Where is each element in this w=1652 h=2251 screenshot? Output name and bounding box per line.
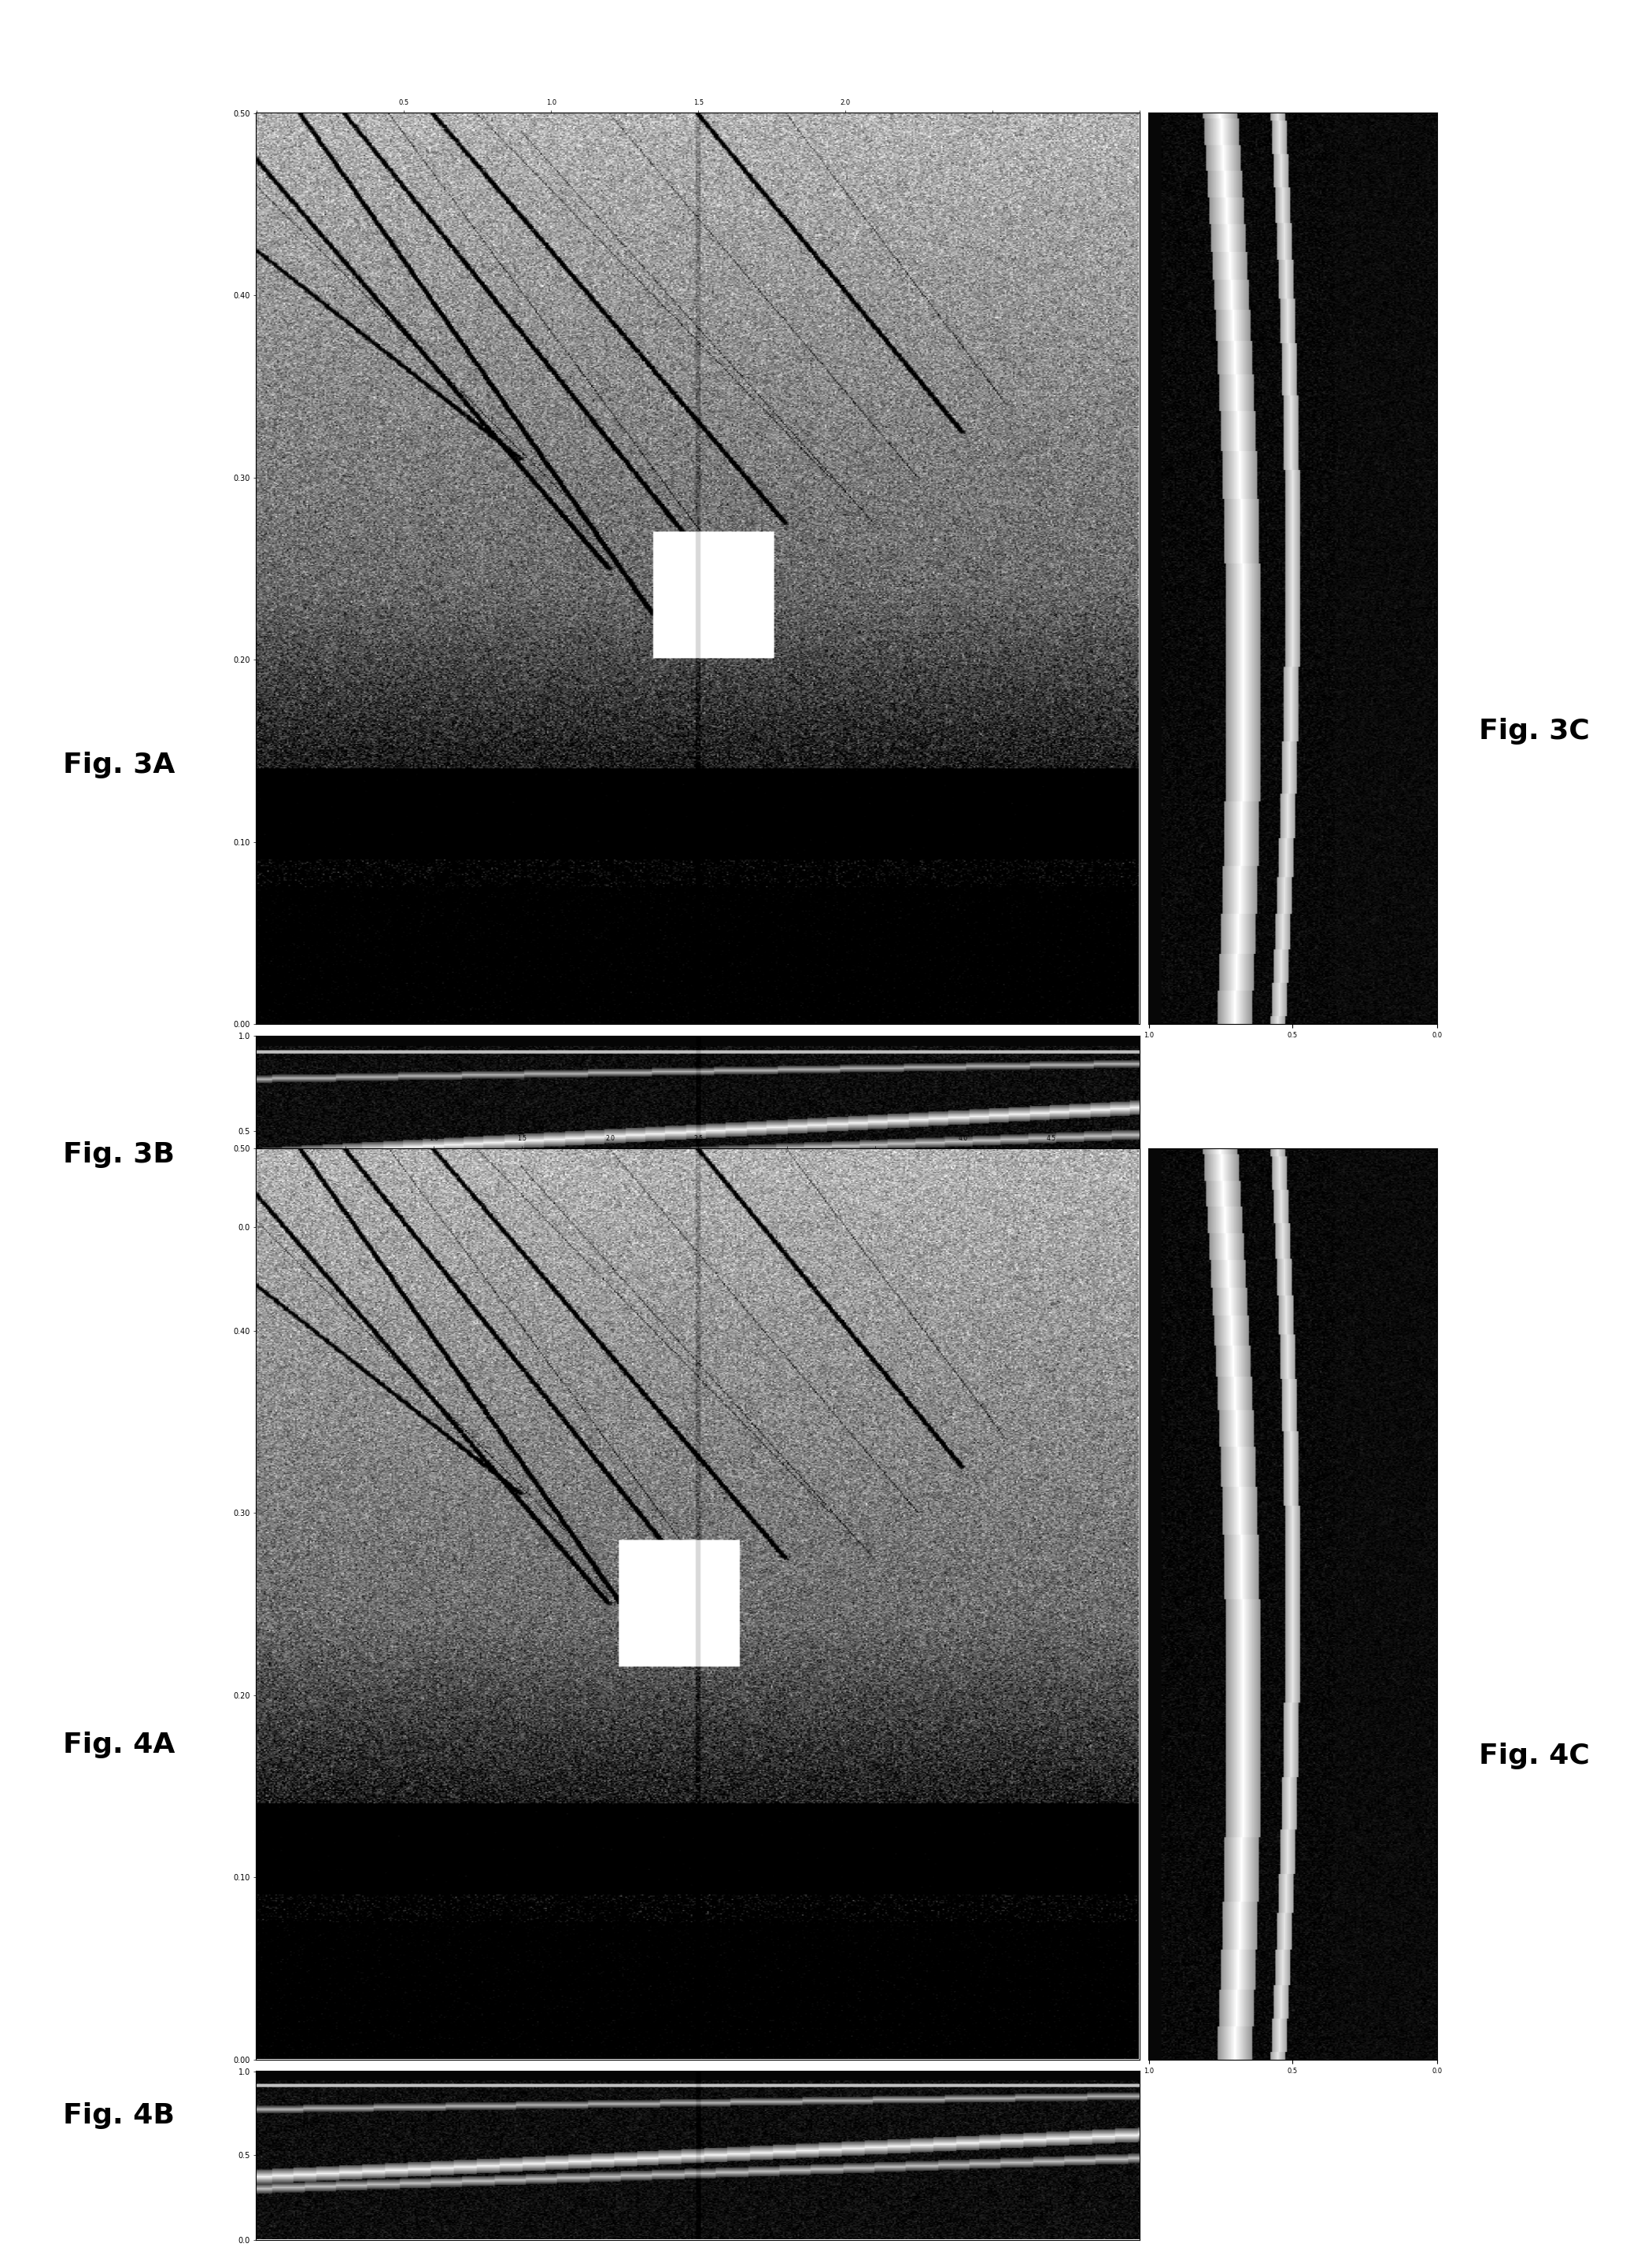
Text: Fig. 3C: Fig. 3C <box>1479 718 1589 745</box>
Text: Fig. 3B: Fig. 3B <box>63 1141 175 1168</box>
Text: Fig. 4C: Fig. 4C <box>1479 1742 1589 1769</box>
Text: Fig. 4B: Fig. 4B <box>63 2102 175 2129</box>
Text: Fig. 4A: Fig. 4A <box>63 1731 175 1758</box>
Text: Fig. 3A: Fig. 3A <box>63 752 175 779</box>
